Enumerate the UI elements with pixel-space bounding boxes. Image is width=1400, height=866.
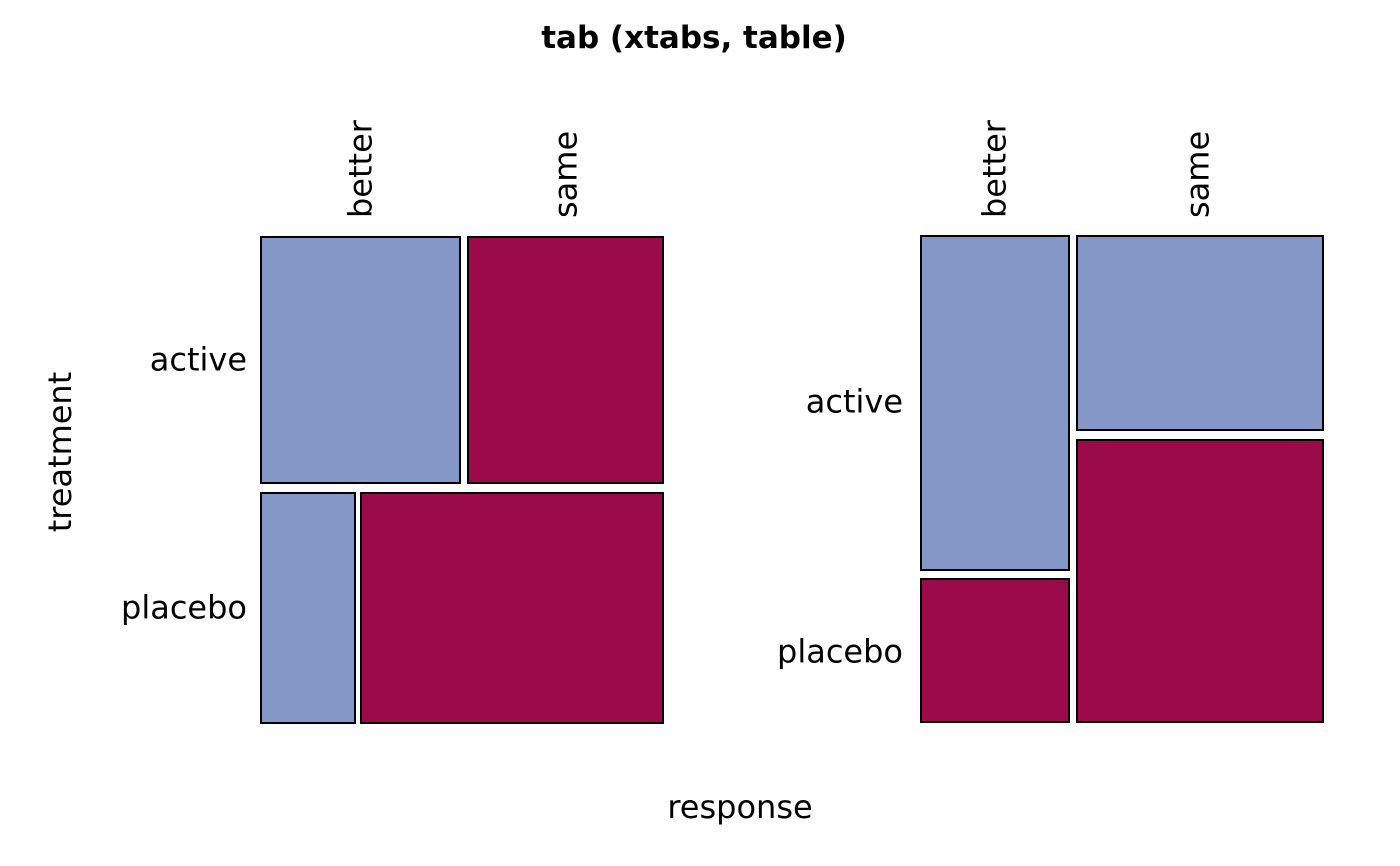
category-label-right-active: active bbox=[805, 382, 903, 421]
category-label-right-placebo: placebo bbox=[777, 632, 903, 671]
mosaic-cell-right-placebo-better bbox=[920, 578, 1070, 723]
mosaic-cell-left-active-better bbox=[260, 236, 461, 484]
y-axis-label: treatment bbox=[41, 371, 79, 533]
category-label-right-better: better bbox=[975, 120, 1014, 218]
mosaic-cell-right-active-same bbox=[1076, 235, 1324, 431]
plot-title: tab (xtabs, table) bbox=[541, 20, 847, 56]
category-label-left-better: better bbox=[341, 120, 380, 218]
category-label-right-same: same bbox=[1178, 130, 1217, 218]
mosaic-cell-right-placebo-same bbox=[1076, 439, 1324, 723]
x-axis-label: response bbox=[667, 788, 813, 826]
mosaic-cell-left-placebo-better bbox=[260, 492, 356, 724]
category-label-left-active: active bbox=[149, 340, 247, 379]
category-label-left-placebo: placebo bbox=[121, 588, 247, 627]
category-label-left-same: same bbox=[546, 130, 585, 218]
mosaic-cell-right-active-better bbox=[920, 235, 1070, 571]
mosaic-cell-left-placebo-same bbox=[360, 492, 664, 724]
mosaic-cell-left-active-same bbox=[467, 236, 664, 484]
